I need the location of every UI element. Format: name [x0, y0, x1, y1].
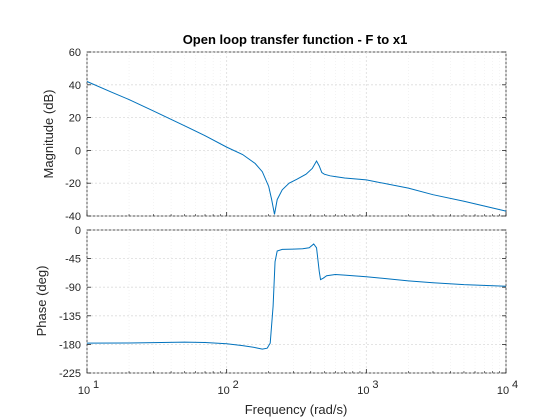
x-tick-base: 10: [357, 385, 369, 397]
magnitude-y-axis-label: Magnitude (dB): [41, 90, 56, 179]
magnitude-y-tick-label: -40: [65, 211, 81, 223]
phase-y-tick-label: -180: [59, 339, 81, 351]
x-tick-base: 10: [78, 385, 90, 397]
phase-plot-area: [86, 229, 507, 374]
phase-panel: -225 -180 -135 -90 -45 0 Phase (deg): [34, 225, 507, 380]
x-axis-ticks: 10 1 10 2 10 3 10 4: [78, 379, 518, 397]
x-tick-label: 10 3: [357, 379, 378, 397]
x-tick-label: 10 1: [78, 379, 99, 397]
phase-y-tick-label: -90: [65, 282, 81, 294]
phase-y-axis-label: Phase (deg): [34, 266, 49, 337]
x-tick-exponent: 4: [512, 379, 518, 391]
x-tick-exponent: 2: [233, 379, 239, 391]
phase-y-tick-label: -225: [59, 368, 81, 380]
x-tick-label: 10 4: [497, 379, 518, 397]
phase-y-tick-label: 0: [75, 225, 81, 237]
x-tick-label: 10 2: [218, 379, 239, 397]
magnitude-y-tick-label: 20: [69, 113, 81, 125]
phase-y-tick-label: -135: [59, 311, 81, 323]
magnitude-panel: -40 -20 0 20 40 60 Magnitude (dB): [41, 47, 507, 223]
x-tick-base: 10: [218, 385, 230, 397]
chart-title: Open loop transfer function - F to x1: [183, 32, 408, 47]
magnitude-y-tick-label: 60: [69, 47, 81, 59]
x-axis-label: Frequency (rad/s): [245, 402, 348, 417]
phase-y-tick-label: -45: [65, 254, 81, 266]
x-tick-exponent: 1: [93, 379, 99, 391]
x-tick-base: 10: [497, 385, 509, 397]
magnitude-y-tick-label: -20: [65, 178, 81, 190]
magnitude-y-tick-label: 40: [69, 80, 81, 92]
magnitude-response-curve: [86, 81, 507, 215]
magnitude-plot-area: [86, 51, 507, 217]
phase-response-curve: [86, 243, 507, 350]
x-tick-exponent: 3: [372, 379, 378, 391]
magnitude-y-tick-label: 0: [75, 145, 81, 157]
